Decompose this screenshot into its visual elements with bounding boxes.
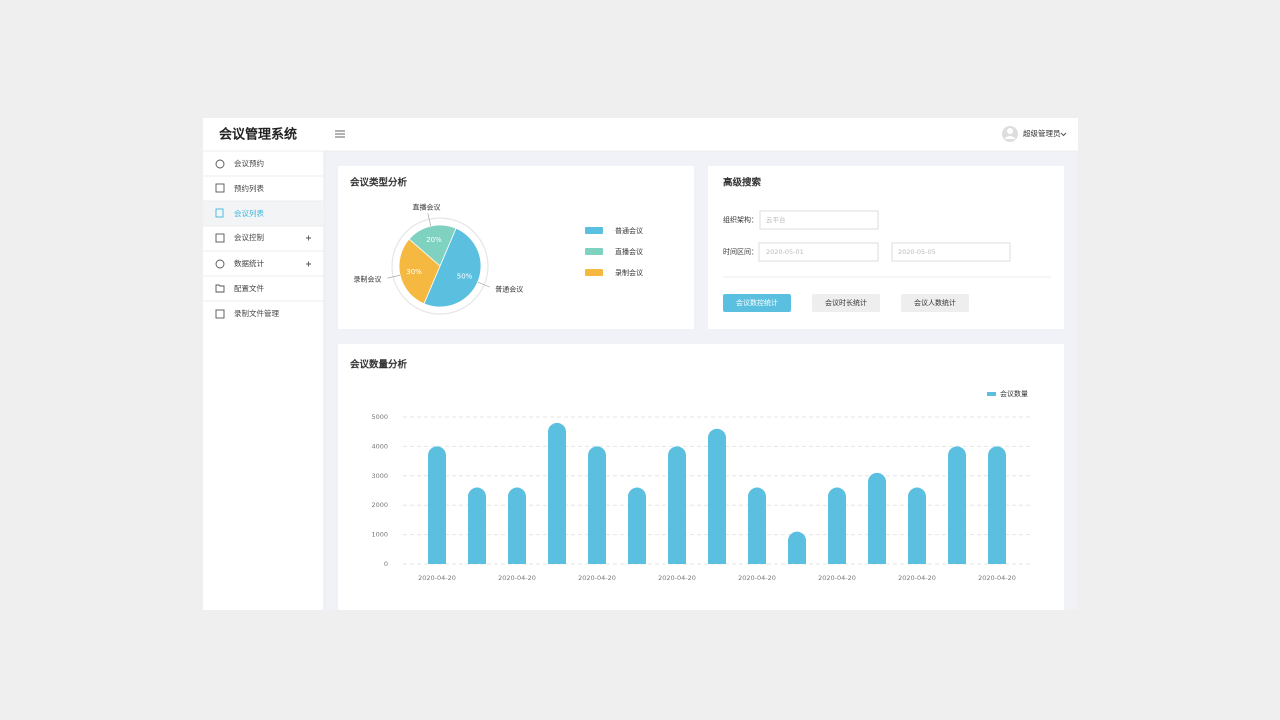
- bar: [788, 531, 806, 564]
- menu-toggle[interactable]: [335, 130, 345, 138]
- legend-label: 直播会议: [615, 247, 643, 256]
- button-primary[interactable]: [723, 294, 791, 312]
- user-menu[interactable]: 超级管理员: [1002, 126, 1067, 142]
- date-value: 2020-05-05: [898, 248, 936, 256]
- bar: [828, 487, 846, 564]
- legend-label: 会议数量: [1000, 389, 1028, 398]
- pie-ring: [391, 217, 489, 315]
- x-tick-label: 2020-04-20: [978, 574, 1016, 582]
- pie-slice: [423, 227, 482, 308]
- app-title: 会议管理系统: [219, 127, 297, 143]
- date-input[interactable]: [891, 242, 1011, 262]
- field-label: 时间区间：: [723, 247, 758, 256]
- button[interactable]: [901, 294, 969, 312]
- pie-panel: [338, 166, 694, 329]
- menu-item[interactable]: 数据统计: [234, 258, 264, 268]
- pie-slice: [398, 238, 441, 305]
- sidebar-dividers: [203, 175, 324, 302]
- bar-panel: [338, 344, 1064, 610]
- leader-line: [427, 213, 432, 227]
- leader-line: [477, 281, 490, 288]
- x-tick-label: 2020-04-20: [738, 574, 776, 582]
- button-label: 会议数控统计: [736, 298, 778, 307]
- legend-label: 普通会议: [615, 226, 643, 235]
- bar: [508, 487, 526, 564]
- legend-swatch: [585, 248, 603, 255]
- field-label: 组织架构：: [723, 215, 758, 224]
- bar: [948, 446, 966, 564]
- x-tick-label: 2020-04-20: [658, 574, 696, 582]
- y-tick-label: 1000: [371, 531, 388, 539]
- date-value: 2020-05-01: [766, 248, 804, 256]
- bar-title: 会议数量分析: [350, 359, 408, 371]
- x-tick-label: 2020-04-20: [498, 574, 536, 582]
- menu-item[interactable]: 预约列表: [234, 183, 264, 193]
- menu-item[interactable]: 配置文件: [234, 283, 264, 293]
- x-tick-label: 2020-04-20: [578, 574, 616, 582]
- slice-label: 20%: [426, 236, 442, 244]
- menu-item[interactable]: 录制文件管理: [234, 308, 279, 318]
- menu-item[interactable]: 会议预约: [234, 158, 264, 168]
- leader-line: [387, 274, 401, 279]
- bar: [708, 428, 726, 564]
- menu-item-active[interactable]: 会议列表: [234, 208, 264, 218]
- x-tick-label: 2020-04-20: [898, 574, 936, 582]
- bar: [628, 487, 646, 564]
- slice-label: 30%: [406, 268, 422, 276]
- slice-name: 录制会议: [354, 274, 382, 283]
- x-tick-label: 2020-04-20: [418, 574, 456, 582]
- bar: [868, 472, 886, 564]
- bar: [748, 487, 766, 564]
- bar: [668, 446, 686, 564]
- legend-swatch: [987, 392, 996, 396]
- slice-name: 普通会议: [495, 284, 523, 293]
- date-input[interactable]: [758, 242, 879, 262]
- slice-name: 直播会议: [413, 203, 441, 212]
- slice-label: 50%: [457, 272, 473, 280]
- bar: [908, 487, 926, 564]
- button[interactable]: [812, 294, 880, 312]
- bar: [548, 422, 566, 564]
- bar: [588, 446, 606, 564]
- y-tick-label: 0: [384, 560, 388, 568]
- pie-title: 会议类型分析: [350, 177, 408, 189]
- button-label: 会议时长统计: [825, 298, 867, 307]
- sidebar-icons: [215, 159, 311, 319]
- user-name: 超级管理员: [1023, 128, 1061, 138]
- y-tick-label: 2000: [371, 501, 388, 509]
- legend-label: 录制会议: [615, 268, 643, 277]
- legend-swatch: [585, 227, 603, 234]
- y-tick-label: 3000: [371, 472, 388, 480]
- input[interactable]: [759, 210, 879, 230]
- search-title: 高级搜索: [723, 177, 762, 189]
- x-tick-label: 2020-04-20: [818, 574, 856, 582]
- pie-slice: [408, 224, 457, 267]
- legend-swatch: [585, 269, 603, 276]
- y-tick-label: 5000: [371, 413, 388, 421]
- bar: [468, 487, 486, 564]
- bar: [988, 446, 1006, 564]
- input-placeholder: 云平台: [766, 215, 786, 224]
- button-label: 会议人数统计: [914, 298, 956, 307]
- bar: [428, 446, 446, 564]
- menu-item[interactable]: 会议控制: [234, 232, 264, 242]
- y-tick-label: 4000: [371, 442, 388, 450]
